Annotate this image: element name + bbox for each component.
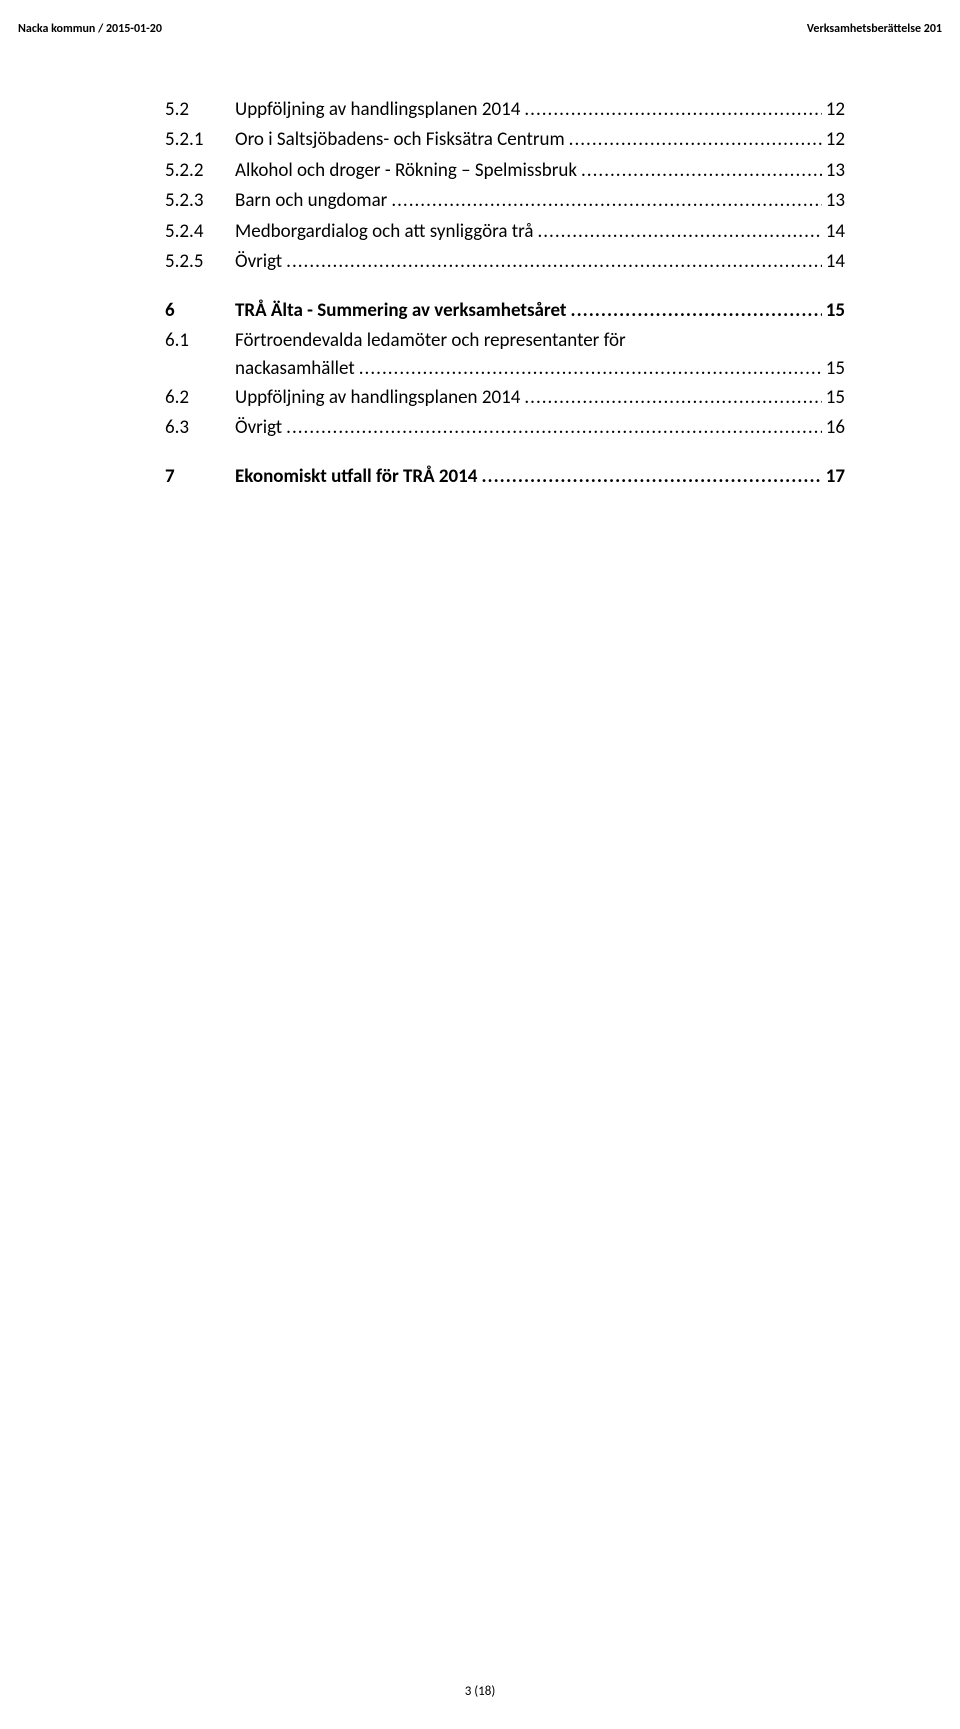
toc-leader	[537, 217, 821, 246]
toc-leader	[524, 95, 821, 124]
toc-number: 5.2.5	[165, 247, 235, 276]
toc-row: 5.2.2Alkohol och droger - Rökning – Spel…	[165, 156, 845, 185]
toc-number: 6.3	[165, 413, 235, 442]
toc-title: Oro i Saltsjöbadens- och Fisksätra Centr…	[235, 125, 565, 154]
toc-row: 6TRÅ Älta - Summering av verksamhetsåret…	[165, 296, 845, 325]
toc-number: 6.1	[165, 326, 235, 355]
toc-leader	[359, 354, 822, 383]
toc-row: 6.1Förtroendevalda ledamöter och represe…	[165, 326, 845, 355]
toc-row: 6.3Övrigt 16	[165, 413, 845, 442]
toc-number: 6.2	[165, 383, 235, 412]
toc-row: 5.2.3Barn och ungdomar 13	[165, 186, 845, 215]
toc-page: 15	[826, 354, 845, 383]
toc-title: Förtroendevalda ledamöter och representa…	[235, 326, 626, 355]
toc-spacer	[165, 444, 845, 462]
toc-page: 14	[826, 217, 845, 246]
toc-leader	[571, 296, 822, 325]
toc-number: 5.2.4	[165, 217, 235, 246]
page: Nacka kommun / 2015-01-20 Verksamhetsber…	[0, 0, 960, 1729]
toc-page: 13	[826, 186, 845, 215]
toc-row-continuation: nackasamhället 15	[165, 354, 845, 383]
toc-page: 14	[826, 247, 845, 276]
toc-leader	[581, 156, 822, 185]
toc-title: Alkohol och droger - Rökning – Spelmissb…	[235, 156, 577, 185]
header-left: Nacka kommun / 2015-01-20	[18, 22, 162, 36]
toc-title: Ekonomiskt utfall för TRÅ 2014	[235, 462, 477, 491]
toc-title: Övrigt	[235, 413, 282, 442]
toc-row: 5.2Uppföljning av handlingsplanen 2014 12	[165, 95, 845, 124]
toc-title: nackasamhället	[235, 354, 355, 383]
toc-page: 17	[826, 462, 845, 491]
toc-title: Medborgardialog och att synliggöra trå	[235, 217, 533, 246]
toc-number: 7	[165, 462, 235, 491]
header-right: Verksamhetsberättelse 201	[807, 22, 942, 36]
toc-leader	[481, 462, 821, 491]
toc-number: 5.2.3	[165, 186, 235, 215]
toc-page: 16	[826, 413, 845, 442]
toc-title: TRÅ Älta - Summering av verksamhetsåret	[235, 296, 567, 325]
toc-row: 6.2Uppföljning av handlingsplanen 2014 15	[165, 383, 845, 412]
table-of-contents: 5.2Uppföljning av handlingsplanen 201412…	[165, 95, 845, 492]
toc-leader	[391, 186, 821, 215]
toc-page: 15	[826, 296, 845, 325]
toc-page: 13	[826, 156, 845, 185]
toc-number: 5.2.1	[165, 125, 235, 154]
toc-page: 15	[826, 383, 845, 412]
footer-page-number: 3 (18)	[0, 1684, 960, 1699]
toc-title: Övrigt	[235, 247, 282, 276]
toc-page: 12	[826, 95, 845, 124]
toc-row: 7Ekonomiskt utfall för TRÅ 2014 17	[165, 462, 845, 491]
toc-number: 6	[165, 296, 235, 325]
toc-title: Uppföljning av handlingsplanen 2014	[235, 95, 520, 124]
toc-row: 5.2.1Oro i Saltsjöbadens- och Fisksätra …	[165, 125, 845, 154]
toc-number: 5.2.2	[165, 156, 235, 185]
toc-leader	[524, 383, 821, 412]
toc-title: Barn och ungdomar	[235, 186, 387, 215]
toc-number: 5.2	[165, 95, 235, 124]
toc-title: Uppföljning av handlingsplanen 2014	[235, 383, 520, 412]
toc-row: 5.2.5Övrigt 14	[165, 247, 845, 276]
toc-page: 12	[826, 125, 845, 154]
toc-leader	[286, 413, 822, 442]
toc-leader	[569, 125, 822, 154]
toc-leader	[286, 247, 822, 276]
toc-spacer	[165, 278, 845, 296]
toc-row: 5.2.4Medborgardialog och att synliggöra …	[165, 217, 845, 246]
